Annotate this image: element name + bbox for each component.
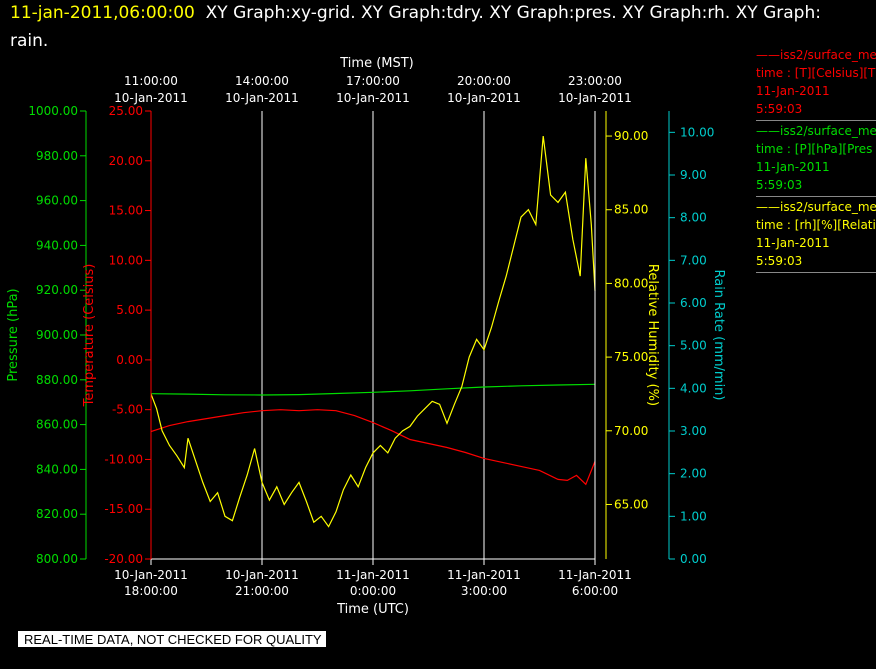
temperature-tick-label: 15.00 (109, 204, 143, 218)
rain-tick-label: 7.00 (680, 253, 707, 267)
humidity-tick-label: 75.00 (614, 350, 648, 364)
x-bottom-tick-label: 6:00:00 (572, 584, 618, 598)
legend-text: 5:59:03 (756, 178, 803, 192)
pressure-tick-label: 900.00 (36, 328, 78, 342)
grid-lines (261, 111, 485, 559)
x-bottom-tick-label: 11-Jan-2011 (558, 568, 632, 582)
x-top-tick-label: 20:00:00 (457, 74, 511, 88)
x-top-tick-label: 10-Jan-2011 (336, 91, 410, 105)
graph-list: XY Graph:xy-grid. XY Graph:tdry. XY Grap… (205, 3, 821, 23)
pressure-tick-label: 920.00 (36, 283, 78, 297)
quality-warning-banner: REAL-TIME DATA, NOT CHECKED FOR QUALITY (18, 631, 326, 647)
x-bottom-tick-label: 11-Jan-2011 (447, 568, 521, 582)
pressure-tick-label: 1000.00 (28, 104, 78, 118)
window-title-line-1: 11-jan-2011,06:00:00 XY Graph:xy-grid. X… (10, 3, 821, 23)
pressure-tick-label: 880.00 (36, 373, 78, 387)
x-bottom-axis-title: Time (UTC) (336, 602, 409, 617)
x-top-tick-label: 10-Jan-2011 (114, 91, 188, 105)
pressure-tick-label: 980.00 (36, 149, 78, 163)
temperature-tick-label: 20.00 (109, 154, 143, 168)
legend-text: 11-Jan-2011 (756, 160, 830, 174)
x-bottom-tick-label: 11-Jan-2011 (336, 568, 410, 582)
legend-text: ——iss2/surface_me (756, 200, 876, 214)
legend-text: ——iss2/surface_me (756, 124, 876, 138)
rain-tick-label: 2.00 (680, 467, 707, 481)
rain-tick-label: 0.00 (680, 552, 707, 566)
temperature-tick-label: -5.00 (112, 403, 143, 417)
legend-text: 5:59:03 (756, 254, 803, 268)
x-top-tick-label: 10-Jan-2011 (447, 91, 521, 105)
x-bottom-tick-label: 3:00:00 (461, 584, 507, 598)
rain-axis-title: Rain Rate (mm/min) (711, 269, 726, 400)
rain-tick-label: 9.00 (680, 168, 707, 182)
legend-text: 5:59:03 (756, 102, 803, 116)
rain-tick-label: 1.00 (680, 509, 707, 523)
humidity-tick-label: 90.00 (614, 129, 648, 143)
x-top-tick-label: 10-Jan-2011 (558, 91, 632, 105)
x-top-tick-label: 10-Jan-2011 (225, 91, 299, 105)
temperature-tick-label: -10.00 (104, 452, 143, 466)
rain-tick-label: 4.00 (680, 381, 707, 395)
pressure-tick-label: 840.00 (36, 462, 78, 476)
rain-tick-label: 6.00 (680, 296, 707, 310)
x-bottom-tick-label: 0:00:00 (350, 584, 396, 598)
series-lines (150, 136, 596, 528)
temperature-tick-label: 25.00 (109, 104, 143, 118)
humidity-tick-label: 85.00 (614, 203, 648, 217)
humidity-tick-label: 65.00 (614, 497, 648, 511)
temperature-tick-label: 0.00 (116, 353, 143, 367)
x-top-tick-label: 11:00:00 (124, 74, 178, 88)
legend-text: time : [P][hPa][Pres (756, 142, 873, 156)
rain-tick-label: 8.00 (680, 211, 707, 225)
legend-text: 11-Jan-2011 (756, 236, 830, 250)
legend-text: 11-Jan-2011 (756, 84, 830, 98)
pressure-tick-label: 940.00 (36, 238, 78, 252)
temperature-tick-label: -20.00 (104, 552, 143, 566)
temperature-tick-label: 10.00 (109, 253, 143, 267)
pressure-tick-label: 960.00 (36, 194, 78, 208)
rain-tick-label: 5.00 (680, 339, 707, 353)
window-title-line-2: rain. (10, 31, 49, 51)
legend-text: time : [T][Celsius][T (756, 66, 876, 80)
legend: ——iss2/surface_me time : [T][Celsius][T 11… (756, 46, 876, 274)
legend-text: time : [rh][%][Relati (756, 218, 876, 232)
humidity-tick-label: 70.00 (614, 424, 648, 438)
pressure-series-line (150, 383, 596, 396)
legend-text: ——iss2/surface_me (756, 48, 876, 62)
rain-tick-label: 10.00 (680, 125, 714, 139)
x-bottom-tick-label: 10-Jan-2011 (225, 568, 299, 582)
temperature-axis-title: Temperature (Celsius) (82, 264, 97, 408)
rain-tick-label: 3.00 (680, 424, 707, 438)
humidity-series-line (150, 136, 596, 528)
pressure-axis-title: Pressure (hPa) (6, 288, 21, 381)
axes: 10-Jan-2011 18:00:00 10-Jan-2011 21:00:00 11… (6, 56, 726, 617)
temperature-tick-label: -15.00 (104, 502, 143, 516)
pressure-tick-label: 820.00 (36, 507, 78, 521)
humidity-tick-label: 80.00 (614, 276, 648, 290)
humidity-axis-title: Relative Humidity (%) (645, 264, 660, 406)
x-top-tick-label: 17:00:00 (346, 74, 400, 88)
temperature-tick-label: 5.00 (116, 303, 143, 317)
x-bottom-tick-label: 10-Jan-2011 (114, 568, 188, 582)
x-top-axis-title: Time (MST) (339, 56, 414, 71)
x-bottom-tick-label: 21:00:00 (235, 584, 289, 598)
pressure-tick-label: 860.00 (36, 418, 78, 432)
x-top-tick-label: 23:00:00 (568, 74, 622, 88)
x-top-tick-label: 14:00:00 (235, 74, 289, 88)
temperature-series-line (150, 409, 596, 486)
x-bottom-tick-label: 18:00:00 (124, 584, 178, 598)
pressure-tick-label: 800.00 (36, 552, 78, 566)
timestamp: 11-jan-2011,06:00:00 (10, 3, 195, 23)
